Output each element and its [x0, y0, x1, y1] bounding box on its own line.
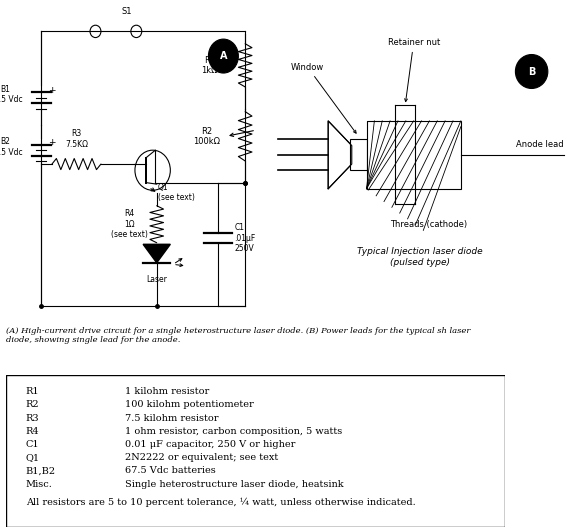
Text: R3: R3: [26, 413, 39, 422]
Text: Threads (cathode): Threads (cathode): [390, 220, 467, 229]
Bar: [350, 139, 366, 170]
Text: R2
100kΩ: R2 100kΩ: [193, 127, 221, 146]
Text: 7.5 kilohm resistor: 7.5 kilohm resistor: [125, 413, 219, 422]
Polygon shape: [328, 121, 352, 189]
Text: C1
.01μF
250V: C1 .01μF 250V: [234, 223, 256, 253]
Text: R2: R2: [26, 401, 39, 410]
Text: S1: S1: [121, 7, 132, 16]
Bar: [366, 121, 461, 189]
Text: R3
7.5KΩ: R3 7.5KΩ: [65, 129, 88, 148]
FancyBboxPatch shape: [6, 375, 505, 527]
Text: 2N2222 or equivalent; see text: 2N2222 or equivalent; see text: [125, 453, 278, 462]
Text: R1
1kΩ: R1 1kΩ: [201, 56, 218, 75]
Text: +: +: [48, 86, 56, 95]
Circle shape: [209, 39, 238, 73]
Text: R4: R4: [26, 427, 39, 436]
Text: Retainer nut: Retainer nut: [388, 38, 440, 102]
Text: Window: Window: [291, 62, 356, 133]
Text: B1
67.5 Vdc: B1 67.5 Vdc: [0, 85, 23, 104]
Text: (A) High-current drive circuit for a single heterostructure laser diode. (B) Pow: (A) High-current drive circuit for a sin…: [6, 327, 470, 344]
Circle shape: [515, 55, 548, 88]
Text: Q1
(see text): Q1 (see text): [158, 182, 195, 202]
Text: R4
1Ω
(see text): R4 1Ω (see text): [111, 209, 148, 239]
Text: C1: C1: [26, 440, 39, 449]
Text: B1,B2: B1,B2: [26, 467, 56, 475]
Text: 0.01 μF capacitor, 250 V or higher: 0.01 μF capacitor, 250 V or higher: [125, 440, 296, 449]
Text: All resistors are 5 to 10 percent tolerance, ¼ watt, unless otherwise indicated.: All resistors are 5 to 10 percent tolera…: [26, 497, 416, 506]
Text: B: B: [528, 66, 535, 77]
Text: A: A: [219, 51, 227, 61]
Text: B2
67.5 Vdc: B2 67.5 Vdc: [0, 137, 23, 157]
Text: Anode lead: Anode lead: [517, 139, 564, 148]
Text: Laser: Laser: [146, 275, 167, 284]
Text: 100 kilohm potentiometer: 100 kilohm potentiometer: [125, 401, 254, 410]
Text: +: +: [48, 138, 56, 147]
Text: Single heterostructure laser diode, heatsink: Single heterostructure laser diode, heat…: [125, 479, 344, 488]
Text: 1 ohm resistor, carbon composition, 5 watts: 1 ohm resistor, carbon composition, 5 wa…: [125, 427, 342, 436]
Polygon shape: [143, 244, 170, 263]
Text: 1 kilohm resistor: 1 kilohm resistor: [125, 387, 210, 396]
Text: 67.5 Vdc batteries: 67.5 Vdc batteries: [125, 467, 216, 475]
Text: Typical Injection laser diode
(pulsed type): Typical Injection laser diode (pulsed ty…: [357, 247, 483, 267]
Text: Misc.: Misc.: [26, 479, 53, 488]
Text: R1: R1: [26, 387, 39, 396]
Text: Q1: Q1: [26, 453, 40, 462]
